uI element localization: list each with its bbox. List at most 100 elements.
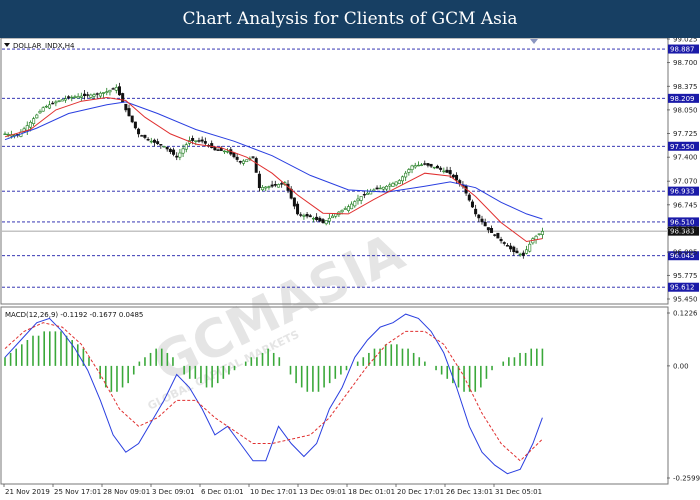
candle-body xyxy=(184,144,188,150)
candle-body xyxy=(257,173,261,189)
candle-body xyxy=(439,167,443,170)
level-price-label: 95.612 xyxy=(670,284,695,292)
candle-body xyxy=(32,118,36,124)
candle-body xyxy=(490,227,494,233)
candle-body xyxy=(518,253,522,256)
candle-body xyxy=(505,245,509,247)
level-price-box xyxy=(668,251,699,261)
candle-body xyxy=(76,96,80,99)
candle-body xyxy=(302,215,306,217)
candle-body xyxy=(502,242,506,244)
time-tick-label: 18 Dec 01:01 xyxy=(348,488,395,496)
candle-body xyxy=(86,94,90,96)
candle-body xyxy=(70,96,74,99)
candle-body xyxy=(168,148,172,153)
time-tick-label: 25 Nov 17:01 xyxy=(54,488,101,496)
candle-body xyxy=(143,134,147,138)
candle-body xyxy=(413,165,417,168)
candle-body xyxy=(448,170,452,175)
shift-marker-icon[interactable] xyxy=(530,39,538,44)
candle-body xyxy=(121,93,125,103)
time-tick-label: 31 Dec 05:01 xyxy=(495,488,542,496)
candle-body xyxy=(191,138,195,141)
candle-body xyxy=(477,214,481,219)
candle-body xyxy=(397,180,401,184)
candle-body xyxy=(95,93,99,95)
candle-body xyxy=(416,164,420,167)
candle-body xyxy=(3,133,7,136)
candle-body xyxy=(130,115,134,123)
candle-body xyxy=(98,92,102,97)
current-price-label: 96.383 xyxy=(670,228,695,236)
candle-body xyxy=(525,249,529,254)
candle-body xyxy=(499,238,503,242)
candle-body xyxy=(372,189,376,192)
candle-body xyxy=(156,141,160,145)
candle-body xyxy=(308,215,312,218)
candle-body xyxy=(442,170,446,173)
candle-body xyxy=(178,152,182,158)
candle-body xyxy=(385,185,389,190)
candle-body xyxy=(474,208,478,215)
level-price-label: 98.887 xyxy=(670,46,695,54)
candle-body xyxy=(54,101,58,104)
candle-body xyxy=(102,92,106,94)
candle-body xyxy=(296,203,300,215)
candle-body xyxy=(108,89,112,93)
candle-body xyxy=(400,176,404,182)
price-tick-label: 98.375 xyxy=(673,83,698,91)
candle-body xyxy=(356,198,360,202)
level-price-label: 97.550 xyxy=(670,143,695,151)
candle-body xyxy=(429,163,433,167)
candle-body xyxy=(6,133,10,136)
level-price-box xyxy=(668,217,699,227)
price-tick-label: 95.775 xyxy=(673,272,698,280)
candle-body xyxy=(483,222,487,227)
banner-title: Chart Analysis for Clients of GCM Asia xyxy=(182,9,518,29)
candle-body xyxy=(359,196,363,201)
candle-body xyxy=(242,160,246,164)
candle-body xyxy=(60,99,64,102)
macd-tick-label: 0.1226 xyxy=(673,310,698,318)
candle-body xyxy=(362,193,366,196)
candle-body xyxy=(324,220,328,225)
candle-body xyxy=(537,233,541,235)
candle-body xyxy=(172,149,176,155)
candle-body xyxy=(63,98,67,101)
candle-body xyxy=(321,219,325,223)
candle-body xyxy=(226,151,230,153)
candle-body xyxy=(381,186,385,190)
price-tick-label: 97.725 xyxy=(673,130,698,138)
price-tick-label: 97.400 xyxy=(673,154,698,162)
current-price-box xyxy=(668,226,699,236)
candle-body xyxy=(369,191,373,195)
candle-body xyxy=(515,250,519,254)
candle-body xyxy=(445,169,449,173)
candle-body xyxy=(67,96,71,98)
candle-body xyxy=(73,96,77,98)
candle-body xyxy=(388,184,392,187)
time-tick-label: 20 Dec 17:01 xyxy=(397,488,444,496)
candle-body xyxy=(455,174,459,181)
candle-body xyxy=(92,94,96,97)
macd-panel xyxy=(0,306,669,485)
level-price-box xyxy=(668,141,699,151)
moving-average-fast xyxy=(4,96,543,243)
candle-body xyxy=(391,183,395,187)
candle-body xyxy=(238,161,242,163)
price-tick-label: 96.745 xyxy=(673,201,698,209)
panel-collapse-icon[interactable] xyxy=(4,43,10,47)
candle-body xyxy=(366,192,370,195)
candle-body xyxy=(127,108,131,117)
level-price-box xyxy=(668,44,699,54)
candle-body xyxy=(216,149,220,151)
candle-body xyxy=(327,217,331,222)
candle-body xyxy=(152,139,156,143)
candle-body xyxy=(521,252,525,256)
candle-body xyxy=(194,140,198,142)
candle-body xyxy=(435,165,439,169)
macd-tick-label: 0.00 xyxy=(673,362,689,370)
candle-body xyxy=(404,172,408,178)
level-price-label: 98.209 xyxy=(670,95,695,103)
